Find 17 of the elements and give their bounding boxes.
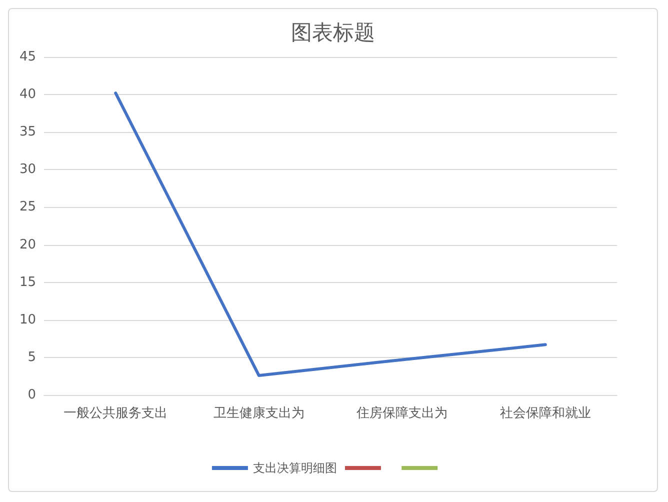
y-tick-label: 35 bbox=[19, 124, 36, 140]
y-tick-label: 5 bbox=[28, 350, 36, 365]
y-tick-label: 40 bbox=[19, 87, 36, 102]
x-tick-label: 社会保障和就业 bbox=[500, 406, 591, 421]
y-tick-label: 30 bbox=[19, 162, 36, 178]
x-tick-label: 一般公共服务支出 bbox=[64, 406, 168, 421]
x-tick-label: 卫生健康支出为 bbox=[213, 406, 304, 421]
y-tick-label: 20 bbox=[19, 237, 36, 252]
legend-label: 支出决算明细图 bbox=[252, 461, 337, 475]
y-tick-label: 45 bbox=[19, 50, 36, 64]
y-tick-label: 0 bbox=[28, 388, 36, 402]
line-series bbox=[114, 92, 547, 377]
y-tick-label: 25 bbox=[19, 200, 36, 215]
chart-title: 图表标题 bbox=[291, 20, 375, 44]
y-tick-label: 15 bbox=[19, 274, 36, 290]
y-tick-label: 10 bbox=[19, 312, 36, 328]
x-tick-label: 住房保障支出为 bbox=[356, 405, 448, 421]
